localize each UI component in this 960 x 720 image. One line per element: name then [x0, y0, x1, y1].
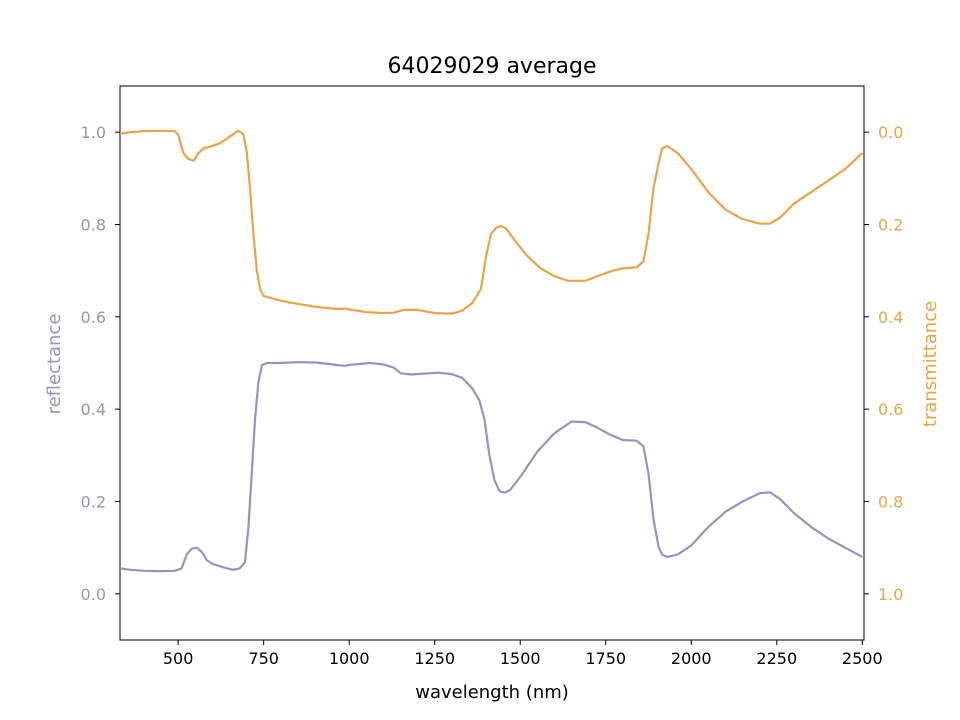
y-right-tick-label: 0.0 [878, 123, 903, 142]
x-tick-label: 2000 [671, 649, 712, 668]
x-tick-label: 500 [163, 649, 194, 668]
x-tick-label: 750 [248, 649, 279, 668]
plot-frame [119, 85, 865, 641]
y-left-tick-label: 1.0 [81, 123, 106, 142]
y-left-tick-label: 0.6 [81, 308, 106, 327]
y-right-tick-label: 0.8 [878, 493, 903, 512]
y-left-tick-label: 0.0 [81, 585, 106, 604]
y-left-tick-label: 0.8 [81, 216, 106, 235]
y-axis-label-left: reflectance [44, 314, 65, 415]
x-tick-label: 2250 [756, 649, 797, 668]
x-tick-label: 1250 [414, 649, 455, 668]
y-left-tick-label: 0.4 [81, 400, 106, 419]
x-tick-label: 2500 [842, 649, 883, 668]
x-tick-label: 1750 [585, 649, 626, 668]
chart-title: 64029029 average [387, 54, 596, 79]
transmittance-line [119, 129, 864, 315]
x-tick-label: 1000 [329, 649, 370, 668]
y-right-tick-label: 0.6 [878, 400, 903, 419]
y-left-tick-label: 0.2 [81, 493, 106, 512]
x-axis-label: wavelength (nm) [415, 682, 569, 703]
y-right-tick-label: 0.4 [878, 308, 903, 327]
y-axis-label-right: transmittance [920, 301, 941, 427]
y-right-tick-label: 1.0 [878, 585, 903, 604]
y-right-tick-label: 0.2 [878, 216, 903, 235]
x-tick-label: 1500 [500, 649, 541, 668]
reflectance-line [119, 361, 863, 573]
